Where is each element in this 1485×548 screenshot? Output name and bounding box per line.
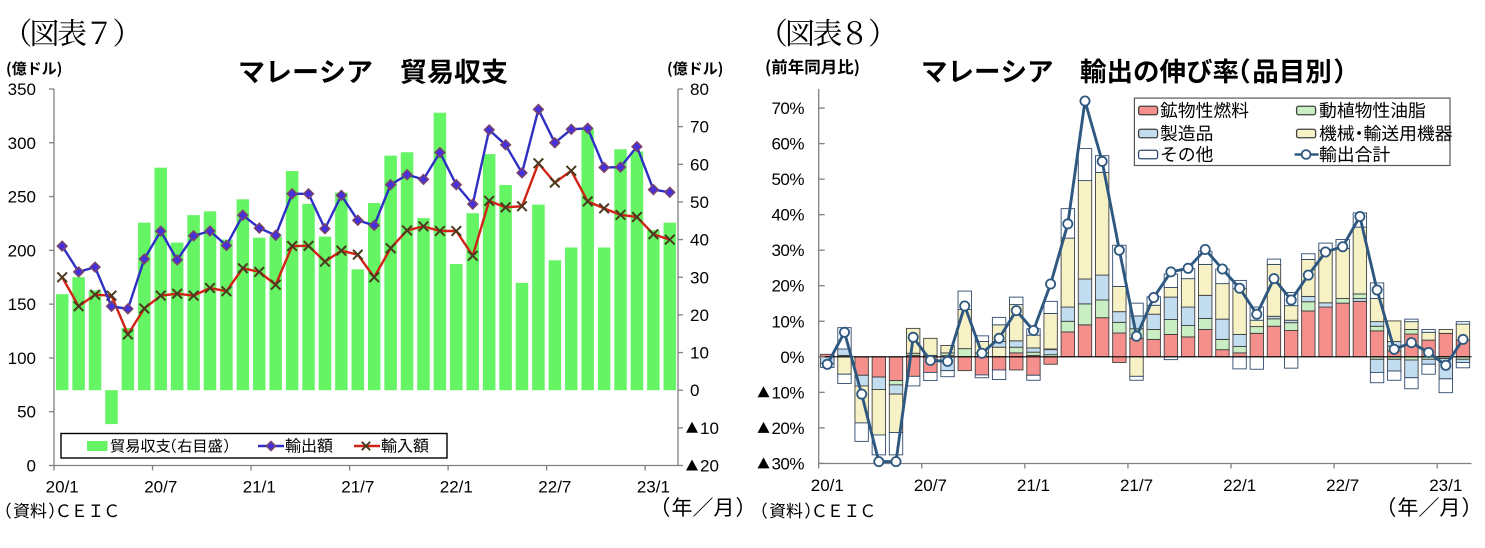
svg-text:250: 250 [8,188,36,207]
svg-text:40: 40 [690,231,709,250]
svg-text:70%: 70% [771,99,804,118]
svg-text:300: 300 [8,134,36,153]
svg-text:20/1: 20/1 [811,476,844,495]
svg-text:21/1: 21/1 [243,478,276,497]
svg-text:20: 20 [700,457,719,476]
svg-text:10: 10 [700,419,719,438]
svg-text:30%: 30% [771,241,804,260]
svg-text:0%: 0% [780,348,804,367]
svg-text:150: 150 [8,295,36,314]
svg-text:100: 100 [8,349,36,368]
svg-text:10: 10 [690,344,709,363]
svg-text:23/1: 23/1 [1429,476,1462,495]
svg-text:22/1: 22/1 [1223,476,1256,495]
svg-text:22/7: 22/7 [1326,476,1359,495]
svg-text:20/7: 20/7 [914,476,947,495]
svg-text:22/1: 22/1 [440,478,473,497]
svg-text:21/7: 21/7 [1120,476,1153,495]
svg-text:20/7: 20/7 [144,478,177,497]
svg-text:80: 80 [690,80,709,99]
svg-text:23/1: 23/1 [637,478,670,497]
svg-text:350: 350 [8,80,36,99]
svg-text:20: 20 [690,306,709,325]
svg-text:20/1: 20/1 [46,478,79,497]
svg-text:50%: 50% [771,170,804,189]
svg-text:60: 60 [690,155,709,174]
svg-text:50: 50 [17,403,36,422]
svg-text:21/1: 21/1 [1017,476,1050,495]
svg-text:30%: 30% [771,454,804,473]
svg-text:40%: 40% [771,206,804,225]
svg-text:21/7: 21/7 [341,478,374,497]
svg-text:70: 70 [690,118,709,137]
svg-text:30: 30 [690,268,709,287]
svg-text:50: 50 [690,193,709,212]
svg-text:200: 200 [8,241,36,260]
svg-text:10%: 10% [771,312,804,331]
svg-text:22/7: 22/7 [538,478,571,497]
svg-text:0: 0 [27,457,36,476]
svg-text:0: 0 [690,381,699,400]
svg-text:60%: 60% [771,135,804,154]
svg-text:10%: 10% [771,383,804,402]
svg-text:20%: 20% [771,419,804,438]
svg-text:20%: 20% [771,277,804,296]
